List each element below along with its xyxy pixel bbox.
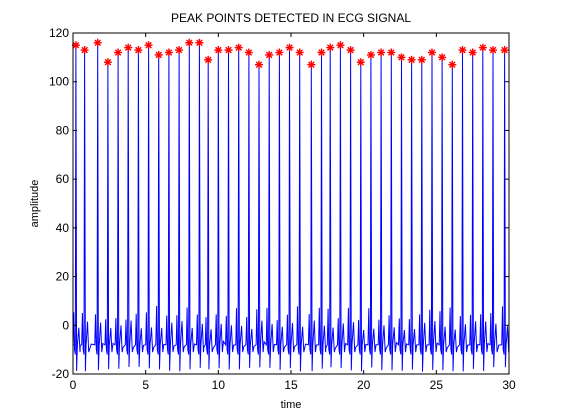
x-tick-label: 30 bbox=[502, 378, 516, 392]
ecg-signal-line bbox=[72, 42, 510, 372]
y-tick-label: 20 bbox=[56, 270, 70, 284]
peak-marker bbox=[80, 46, 89, 55]
y-tick-label: 100 bbox=[49, 75, 69, 89]
y-tick-label: 60 bbox=[56, 172, 70, 186]
peak-marker bbox=[154, 50, 163, 59]
peak-marker bbox=[387, 48, 396, 57]
peak-marker bbox=[346, 46, 355, 55]
y-tick-label: 120 bbox=[49, 26, 69, 40]
peak-marker bbox=[307, 60, 316, 69]
y-axis-label: amplitude bbox=[29, 180, 41, 228]
peak-marker bbox=[124, 43, 133, 52]
y-tick-label: 0 bbox=[62, 318, 69, 332]
peak-marker bbox=[103, 58, 112, 67]
peak-marker bbox=[417, 55, 426, 64]
x-tick-label: 0 bbox=[70, 378, 77, 392]
peak-marker bbox=[71, 41, 80, 50]
x-axis-label: time bbox=[281, 399, 302, 411]
axes-layer bbox=[72, 32, 510, 375]
x-tick-layer: 0 5 10 15 20 25 30 bbox=[70, 378, 516, 392]
peak-marker bbox=[244, 48, 253, 57]
x-tick-label: 10 bbox=[212, 378, 226, 392]
peak-marker bbox=[204, 55, 213, 64]
peak-marker bbox=[234, 43, 243, 52]
peak-marker bbox=[285, 43, 294, 52]
peak-marker bbox=[275, 48, 284, 57]
y-tick-label: 40 bbox=[56, 221, 70, 235]
peak-marker bbox=[489, 46, 498, 55]
chart-title: PEAK POINTS DETECTED IN ECG SIGNAL bbox=[171, 11, 411, 25]
peak-marker bbox=[265, 50, 274, 59]
signal-layer bbox=[72, 42, 510, 372]
peak-marker bbox=[407, 55, 416, 64]
peak-marker bbox=[185, 38, 194, 47]
peak-marker bbox=[427, 48, 436, 57]
peak-marker bbox=[134, 46, 143, 55]
peak-marker bbox=[175, 46, 184, 55]
peak-marker bbox=[255, 60, 264, 69]
peak-marker bbox=[336, 41, 345, 50]
peak-marker bbox=[326, 43, 335, 52]
peak-marker bbox=[295, 48, 304, 57]
peak-marker bbox=[114, 48, 123, 57]
peak-marker bbox=[214, 46, 223, 55]
peak-marker bbox=[224, 46, 233, 55]
peak-marker bbox=[164, 48, 173, 57]
peak-marker bbox=[93, 38, 102, 47]
peak-marker bbox=[448, 60, 457, 69]
peak-marker bbox=[195, 38, 204, 47]
y-tick-label: -20 bbox=[52, 367, 70, 381]
peak-marker bbox=[468, 48, 477, 57]
peak-marker bbox=[397, 53, 406, 62]
peak-marker bbox=[438, 53, 447, 62]
x-tick-label: 20 bbox=[357, 378, 371, 392]
peak-marker bbox=[366, 50, 375, 59]
peak-marker bbox=[356, 58, 365, 67]
peak-marker bbox=[500, 46, 509, 55]
peak-marker bbox=[377, 48, 386, 57]
x-tick-label: 15 bbox=[284, 378, 298, 392]
y-tick-layer: -20 0 20 40 60 80 100 120 bbox=[49, 26, 69, 381]
plot-area bbox=[73, 33, 509, 374]
peak-marker bbox=[458, 46, 467, 55]
y-tick-label: 80 bbox=[56, 123, 70, 137]
peak-marker bbox=[478, 43, 487, 52]
peak-marker-layer bbox=[71, 38, 509, 69]
x-tick-label: 25 bbox=[430, 378, 444, 392]
peak-marker bbox=[144, 41, 153, 50]
peak-marker bbox=[317, 48, 326, 57]
x-tick-label: 5 bbox=[142, 378, 149, 392]
